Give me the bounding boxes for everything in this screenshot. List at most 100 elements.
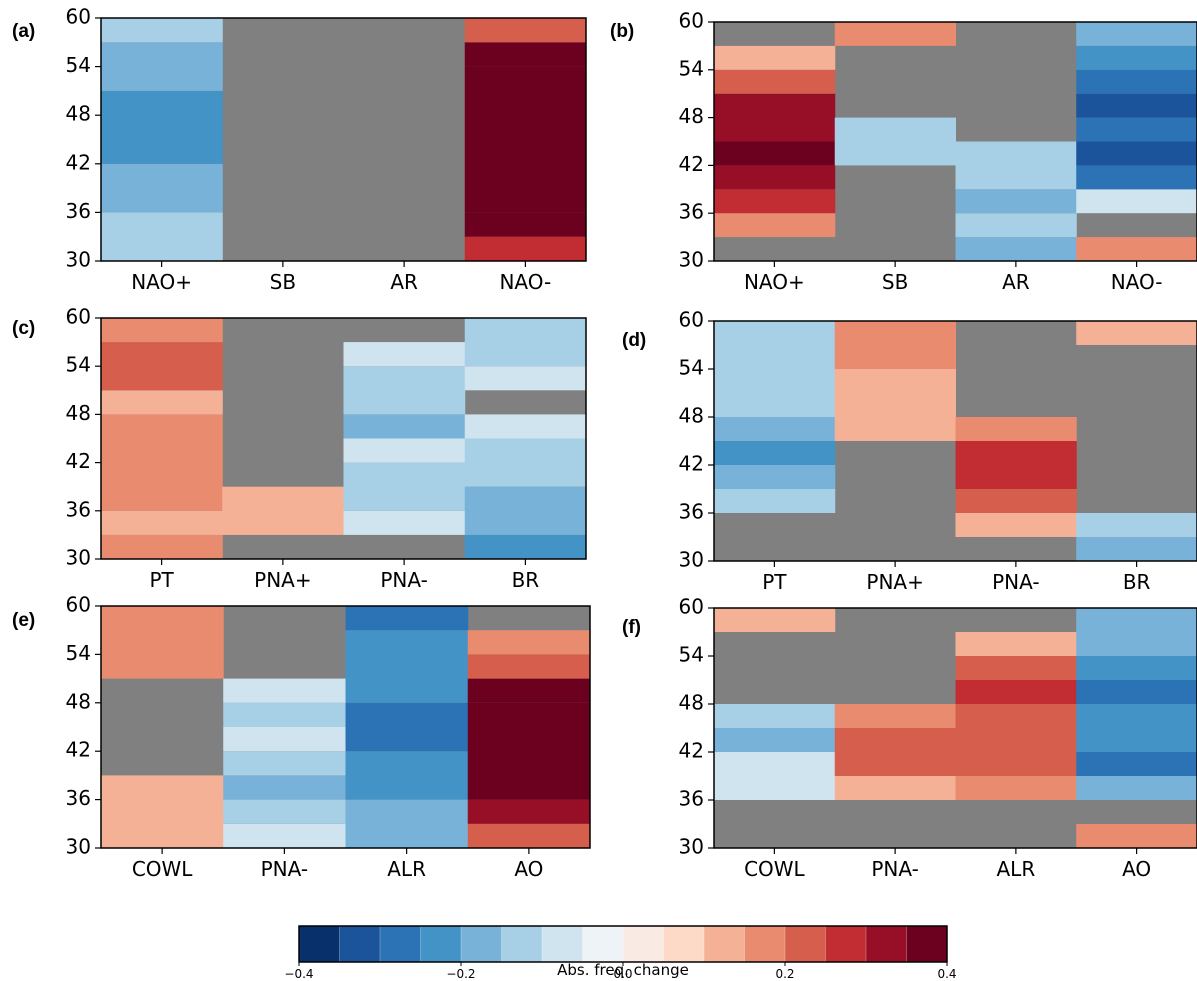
heatmap-cell xyxy=(464,318,587,367)
y-tick-label: 60 xyxy=(679,308,704,332)
heatmap-cell xyxy=(834,321,956,369)
panel-frame xyxy=(100,317,587,560)
colorbar: −0.4 −0.2 0.0 0.2 0.4 Abs. freq. change xyxy=(284,925,957,981)
panel-frame xyxy=(100,605,591,849)
y-tick-label: 54 xyxy=(66,53,91,77)
heatmap-cell xyxy=(1076,537,1197,561)
y-tick-label: 36 xyxy=(679,787,704,811)
heatmap-cell xyxy=(1076,22,1197,46)
colorbar-tick-label: −0.4 xyxy=(284,967,313,981)
heatmap-cell xyxy=(464,414,587,439)
x-tick-label: SB xyxy=(270,270,296,294)
heatmap-cell xyxy=(955,417,1077,441)
colorbar-swatch xyxy=(582,926,624,962)
heatmap-cell xyxy=(955,632,1077,656)
panel-f: 60 54 48 42 36 30 COWL PNA- ALR AO (f) xyxy=(622,595,1197,881)
heatmap-cell xyxy=(345,702,469,752)
y-tick-label: 42 xyxy=(679,152,704,176)
heatmap-cell xyxy=(955,441,1077,489)
y-tick-label: 42 xyxy=(679,739,704,763)
heatmap-cell xyxy=(464,236,587,261)
x-tick-label: PNA+ xyxy=(866,570,923,594)
x-tick-label: NAO+ xyxy=(131,270,192,294)
heatmap-cell xyxy=(101,42,223,91)
heatmap-cell xyxy=(1076,752,1197,776)
heatmap-cell xyxy=(1076,704,1197,752)
heatmap-cell xyxy=(1076,824,1197,848)
heatmap-cell xyxy=(1076,656,1197,680)
heatmap-cell xyxy=(343,462,466,511)
y-tick-label: 48 xyxy=(679,404,704,428)
x-tick-label: ALR xyxy=(387,857,426,881)
heatmap-cell xyxy=(714,752,836,800)
heatmap-cell xyxy=(955,213,1077,238)
y-tick-label: 48 xyxy=(66,689,91,713)
panel-c: 60 54 48 42 36 30 PT PNA+ PNA- BR (c) xyxy=(12,305,587,592)
heatmap-cell xyxy=(955,189,1077,214)
heatmap-cell xyxy=(714,465,836,489)
heatmap-cell xyxy=(1076,93,1197,118)
colorbar-tick-label: 0.2 xyxy=(775,967,794,981)
heatmap-cell xyxy=(223,678,346,703)
heatmap-cell xyxy=(955,656,1077,680)
heatmap-cell xyxy=(955,513,1077,537)
colorbar-swatch xyxy=(663,926,705,962)
heatmap-cell xyxy=(467,799,591,824)
heatmap-cell xyxy=(834,117,956,166)
heatmap-cell xyxy=(714,213,836,238)
y-tick-label: 48 xyxy=(679,104,704,128)
panel-label: (c) xyxy=(12,318,35,339)
colorbar-swatch xyxy=(866,926,907,962)
heatmap-cell xyxy=(101,775,224,848)
heatmap-cell xyxy=(714,704,836,728)
x-tick-label: ALR xyxy=(997,857,1036,881)
heatmap-cell xyxy=(1076,513,1197,537)
heatmap-cell xyxy=(345,630,469,703)
heatmap-cell xyxy=(1076,165,1197,190)
heatmap-cell xyxy=(343,414,466,439)
panel-frame xyxy=(713,320,1197,562)
x-tick-label: PT xyxy=(762,570,787,594)
heatmap-cell xyxy=(467,823,591,848)
y-tick-label: 60 xyxy=(679,595,704,619)
y-tick-label: 30 xyxy=(679,248,704,272)
heatmap-cell xyxy=(464,66,587,213)
heatmap-cell xyxy=(714,45,836,70)
colorbar-swatch xyxy=(339,926,381,962)
y-tick-label: 36 xyxy=(66,786,91,810)
x-tick-label: PNA- xyxy=(261,857,308,881)
panel-d: 60 54 48 42 36 30 PT PNA+ PNA- BR (d) xyxy=(622,308,1197,594)
heatmap-cell xyxy=(955,141,1077,190)
heatmap-cell xyxy=(101,414,223,511)
y-tick-label: 60 xyxy=(66,5,91,29)
colorbar-swatch xyxy=(420,926,462,962)
heatmap-cell xyxy=(714,321,836,417)
colorbar-swatch xyxy=(299,926,340,962)
y-tick-label: 30 xyxy=(66,546,91,570)
heatmap-cell xyxy=(1076,45,1197,70)
colorbar-tick-label: 0.0 xyxy=(613,967,632,981)
heatmap-cell xyxy=(714,141,836,166)
heatmap-cell xyxy=(1076,321,1197,345)
heatmap-cell xyxy=(223,775,346,800)
heatmap-cell xyxy=(101,510,223,535)
colorbar-cells xyxy=(299,926,948,962)
colorbar-swatch xyxy=(623,926,664,962)
y-tick-label: 54 xyxy=(679,643,704,667)
heatmap-cell xyxy=(101,534,223,559)
heatmap-cell xyxy=(464,212,587,237)
panel-label: (f) xyxy=(622,617,641,638)
x-tick-label: AO xyxy=(1122,857,1151,881)
colorbar-tick-label: −0.2 xyxy=(446,967,475,981)
heatmap-cell xyxy=(345,799,469,848)
colorbar-ticks: −0.4 −0.2 0.0 0.2 0.4 xyxy=(284,962,957,981)
y-tick-label: 54 xyxy=(679,356,704,380)
heatmap-cell xyxy=(834,728,956,776)
panel-a: 60 54 48 42 36 30 NAO+ SB AR NAO- (a) xyxy=(12,5,587,294)
x-tick-label: SB xyxy=(882,270,908,294)
heatmap-cell xyxy=(467,630,591,655)
heatmap-cell xyxy=(1076,141,1197,166)
heatmap-cell xyxy=(464,42,587,67)
y-tick-label: 60 xyxy=(66,305,91,329)
heatmap-cell xyxy=(955,776,1077,800)
